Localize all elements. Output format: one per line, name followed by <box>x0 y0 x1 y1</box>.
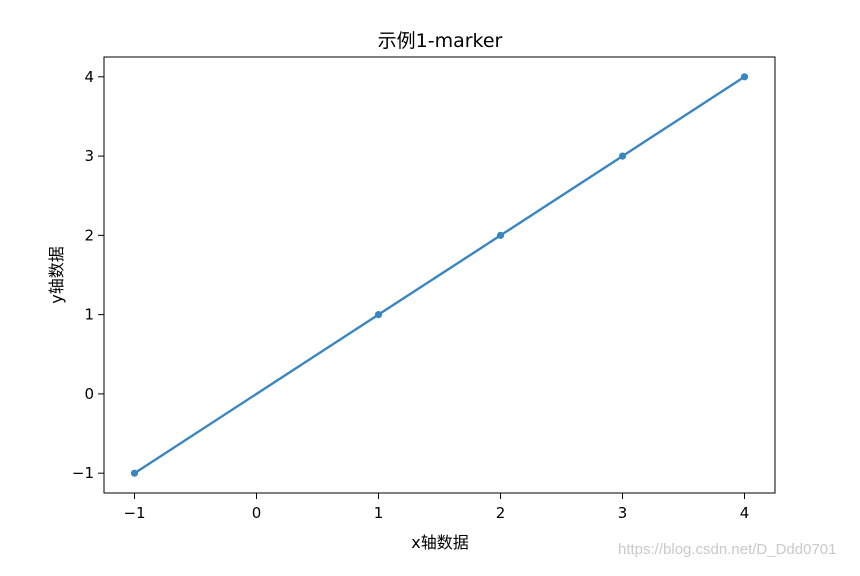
y-tick-label: −1 <box>72 464 94 482</box>
x-tick-label: 2 <box>496 504 506 522</box>
data-point <box>618 152 627 160</box>
series-line-0 <box>133 75 746 475</box>
x-axis-ticks: −1 0 1 2 3 4 <box>123 493 749 522</box>
x-tick-label: 0 <box>252 504 262 522</box>
data-point <box>374 311 383 319</box>
x-tick-label: −1 <box>123 504 145 522</box>
x-axis-label: x轴数据 <box>411 533 468 552</box>
y-axis-ticks: −1 0 1 2 3 4 <box>72 68 104 482</box>
x-tick-label: 4 <box>740 504 750 522</box>
y-tick-label: 2 <box>84 226 94 244</box>
y-tick-label: 3 <box>84 147 94 165</box>
x-tick-label: 3 <box>618 504 628 522</box>
data-point <box>740 73 749 81</box>
data-point <box>130 469 139 477</box>
series-layer <box>130 73 749 477</box>
chart-title: 示例1-marker <box>378 30 503 52</box>
y-tick-label: 0 <box>84 385 94 403</box>
plot-area-frame <box>103 56 776 494</box>
data-point <box>496 231 505 239</box>
x-tick-label: 1 <box>374 504 384 522</box>
watermark-text: https://blog.csdn.net/D_Ddd0701 <box>618 541 837 558</box>
y-tick-label: 1 <box>84 306 94 324</box>
y-axis-label: y轴数据 <box>47 246 66 303</box>
y-tick-label: 4 <box>84 68 94 86</box>
